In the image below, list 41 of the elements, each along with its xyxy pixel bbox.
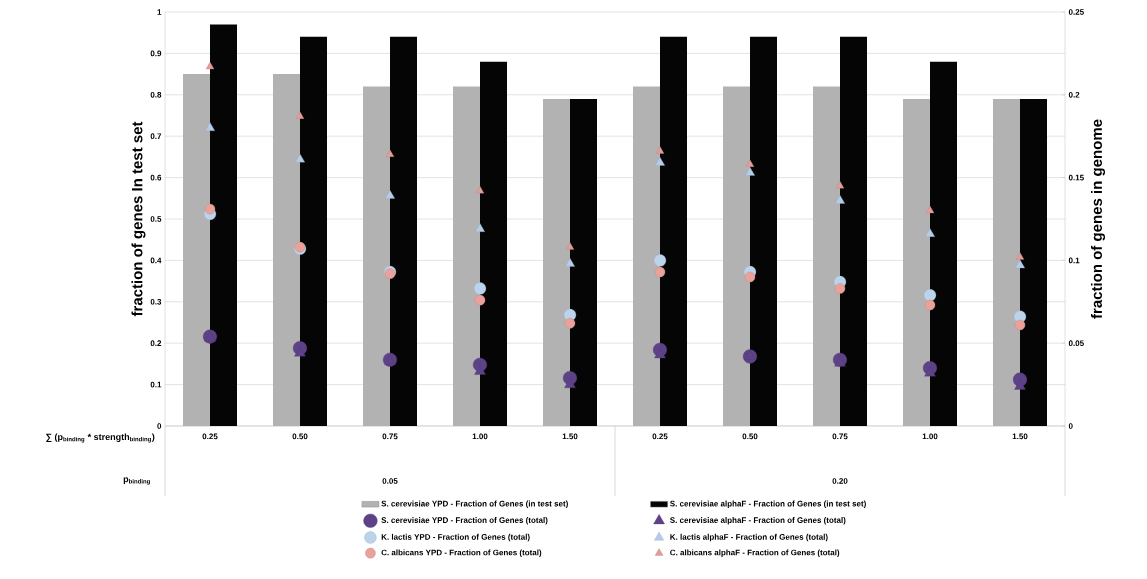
y-tick-label: 0.3 bbox=[150, 298, 162, 305]
text: p$_{binding}$ bbox=[123, 477, 150, 485]
x-tick-label: 0.50 bbox=[292, 433, 308, 440]
y2-tick-label: 0.05 bbox=[1068, 340, 1084, 347]
y2-tick-label: 0.15 bbox=[1068, 174, 1084, 181]
y-tick-label: 0.5 bbox=[150, 216, 162, 222]
legend-label: K. lactis YPD - Fraction of Genes (total) bbox=[381, 533, 530, 542]
y2-tick-label: 0.1 bbox=[1068, 257, 1080, 264]
y2-tick-label: 0.25 bbox=[1068, 9, 1084, 15]
x-tick-label: 1.50 bbox=[1012, 433, 1028, 440]
x-tick-label: 0.75 bbox=[832, 433, 848, 440]
text: 0.20 bbox=[832, 478, 848, 484]
text: 0.05 bbox=[382, 478, 398, 484]
y-tick-label: 0.2 bbox=[150, 340, 162, 347]
y2-axis-title: fraction of genes in genome bbox=[1090, 119, 1106, 319]
y-tick-label: 1 bbox=[157, 9, 162, 15]
y2-tick-label: 0 bbox=[1068, 423, 1073, 429]
y-tick-label: 0.4 bbox=[150, 257, 162, 264]
y-tick-label: 0.9 bbox=[150, 50, 162, 57]
legend-label: C. albicans alphaF - Fraction of Genes (total) bbox=[670, 549, 840, 557]
y-axis-title: fraction of genes In test set bbox=[131, 121, 146, 317]
y-tick-label: 0.8 bbox=[150, 91, 162, 98]
y2-tick-label: 0.2 bbox=[1068, 91, 1080, 98]
y-tick-label: 0.7 bbox=[150, 133, 162, 140]
x-tick-label: 1.00 bbox=[472, 433, 488, 440]
x-tick-label: 0.25 bbox=[652, 433, 668, 440]
y-tick-label: 0.6 bbox=[150, 174, 162, 181]
y-tick-label: 0 bbox=[157, 423, 162, 429]
x-tick-label: 1.50 bbox=[562, 433, 578, 440]
x-tick-label: 0.75 bbox=[382, 433, 398, 440]
legend-label: S. cerevisiae YPD - Fraction of Genes (in test set) bbox=[381, 500, 568, 509]
legend-label: S. cerevisiae alphaF - Fraction of Genes (total) bbox=[670, 517, 846, 525]
legend-label: K. lactis alphaF - Fraction of Genes (total) bbox=[670, 533, 828, 542]
legend-label: S. cerevisiae YPD - Fraction of Genes (total) bbox=[381, 517, 548, 525]
text: ∑ (p$_{binding}$ * strength$_{binding}$) bbox=[46, 433, 155, 443]
x-tick-label: 0.25 bbox=[202, 433, 218, 440]
y-tick-label: 0.1 bbox=[150, 381, 162, 388]
x-tick-label: 1.00 bbox=[922, 433, 938, 440]
legend-label: S. cerevisiae alphaF - Fraction of Genes (in test set) bbox=[670, 500, 866, 509]
legend-label: C. albicans YPD - Fraction of Genes (total) bbox=[381, 549, 542, 557]
x-tick-label: 0.50 bbox=[742, 433, 758, 440]
